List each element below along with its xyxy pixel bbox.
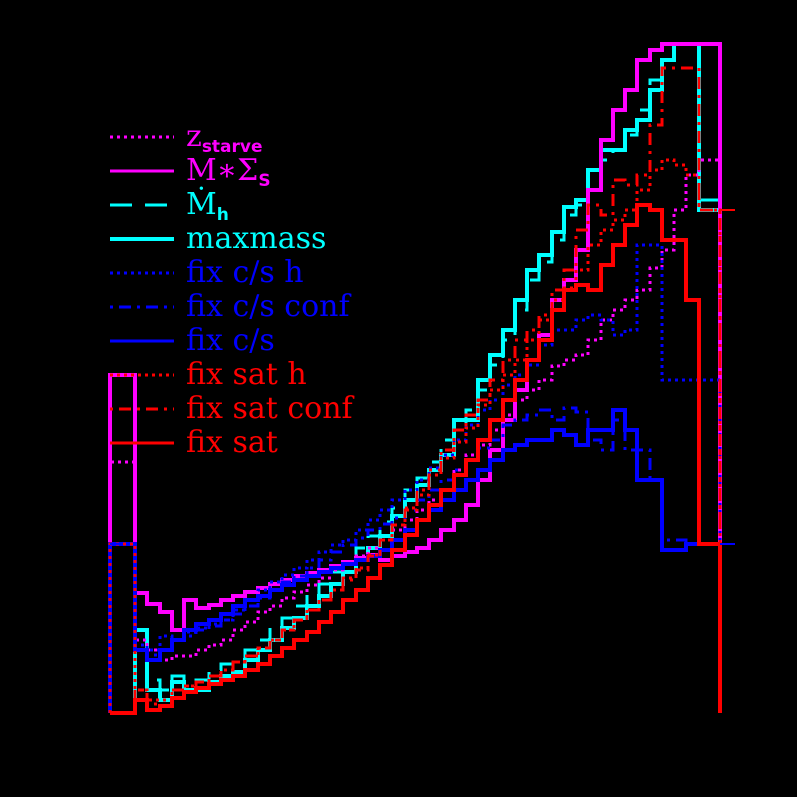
legend-label: Ṁh bbox=[186, 187, 229, 226]
legend-label: fix sat bbox=[186, 425, 278, 460]
legend-swatch-solid-magenta bbox=[110, 169, 174, 173]
series-fixsatconf bbox=[110, 66, 722, 715]
legend-item-fixsatconf: fix sat conf bbox=[110, 392, 430, 426]
series-layer bbox=[108, 42, 722, 715]
legend-item-fixsat: fix sat bbox=[110, 426, 430, 460]
legend-label: fix sat conf bbox=[186, 391, 353, 426]
series-mdot bbox=[110, 42, 722, 715]
legend-label: fix c/s conf bbox=[186, 289, 350, 324]
legend-swatch-dashdot-blue bbox=[110, 305, 174, 309]
legend-item-fixcsh: fix c/s h bbox=[110, 256, 430, 290]
legend-item-msigma: M∗ΣS bbox=[110, 154, 430, 191]
legend-swatch-dotted-red bbox=[110, 373, 174, 377]
legend-label: fix c/s bbox=[186, 323, 275, 358]
legend-swatch-solid-blue bbox=[110, 339, 174, 343]
legend-label: M∗ΣS bbox=[186, 153, 271, 192]
series-fixsat bbox=[110, 203, 722, 715]
legend-label: fix sat h bbox=[186, 357, 307, 392]
legend-swatch-dashed-cyan bbox=[110, 203, 174, 207]
legend-item-zstarve: zstarve bbox=[110, 120, 430, 157]
legend-swatch-dotted-blue bbox=[110, 271, 174, 275]
legend-swatch-solid-cyan bbox=[110, 237, 174, 241]
legend-swatch-solid-red bbox=[110, 441, 174, 445]
legend-item-maxmass: maxmass bbox=[110, 222, 430, 256]
legend-item-mdot: Ṁh bbox=[110, 188, 430, 225]
legend-label: fix c/s h bbox=[186, 255, 304, 290]
legend-item-fixcs: fix c/s bbox=[110, 324, 430, 358]
right-axis-ticks bbox=[110, 209, 735, 545]
legend-label: zstarve bbox=[186, 119, 263, 158]
legend-swatch-dotted-magenta bbox=[110, 135, 174, 139]
legend-swatch-dashdot-red bbox=[110, 407, 174, 411]
legend-item-fixsath: fix sat h bbox=[110, 358, 430, 392]
legend: zstarve M∗ΣS Ṁh maxmass fix c/s h fix c/… bbox=[110, 120, 430, 460]
legend-item-fixcsconf: fix c/s conf bbox=[110, 290, 430, 324]
legend-label: maxmass bbox=[186, 221, 327, 256]
